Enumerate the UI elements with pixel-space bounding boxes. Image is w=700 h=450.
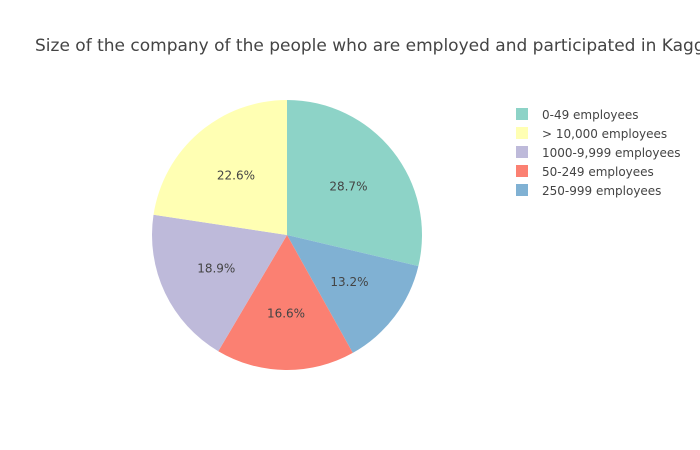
slice-label-250-999-employees: 13.2%	[330, 275, 368, 289]
legend-item-250-999-employees[interactable]: 250-999 employees	[516, 184, 661, 198]
legend-item-1000-9-999-employees[interactable]: 1000-9,999 employees	[516, 146, 681, 160]
legend-swatch	[516, 127, 528, 139]
pie-slice-250-999-employees	[287, 235, 419, 353]
pie-slices	[151, 100, 423, 370]
legend-label: 0-49 employees	[542, 108, 639, 122]
legend-swatch	[516, 146, 528, 158]
legend-swatch	[516, 108, 528, 120]
legend-item-0-49-employees[interactable]: 0-49 employees	[516, 108, 639, 122]
chart-title: Size of the company of the people who ar…	[35, 36, 700, 56]
legend-item-50-249-employees[interactable]: 50-249 employees	[516, 165, 654, 179]
pie-slice-1000-9-999-employees	[151, 214, 287, 352]
legend-label: 250-999 employees	[542, 184, 661, 198]
legend: 0-49 employees > 10,000 employees 1000-9,9…	[516, 108, 681, 198]
pie-slice-10-000-employees	[153, 100, 287, 235]
legend-label: 1000-9,999 employees	[542, 146, 681, 160]
slice-label-10-000-employees: 22.6%	[217, 169, 255, 183]
slice-label-1000-9-999-employees: 18.9%	[197, 262, 235, 276]
legend-swatch	[516, 165, 528, 177]
legend-item-10-000-employees[interactable]: > 10,000 employees	[516, 127, 667, 141]
slice-label-50-249-employees: 16.6%	[267, 306, 305, 320]
legend-swatch	[516, 184, 528, 196]
pie-slice-50-249-employees	[218, 235, 353, 370]
slice-label-0-49-employees: 28.7%	[329, 179, 367, 193]
pie-slice-0-49-employees	[287, 100, 423, 267]
legend-label: 50-249 employees	[542, 165, 654, 179]
legend-label: > 10,000 employees	[542, 127, 667, 141]
pie-slice-labels: 28.7% 13.2% 16.6% 18.9% 22.6%	[197, 169, 368, 321]
